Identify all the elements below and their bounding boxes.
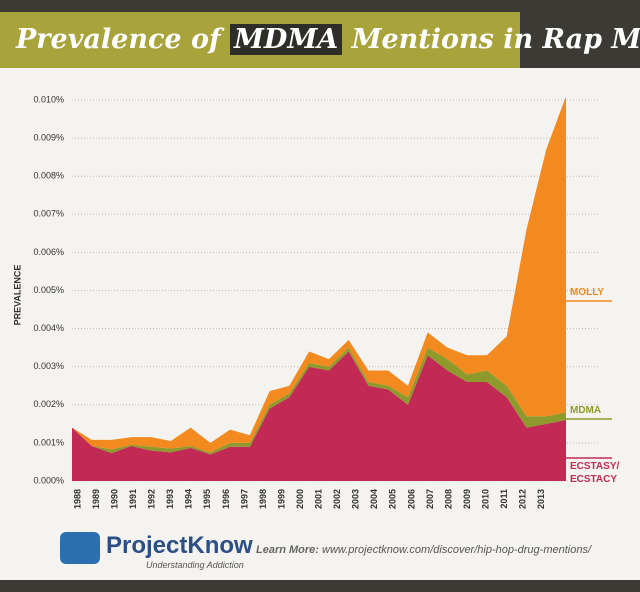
x-tick-label: 1991 (128, 489, 138, 509)
x-tick-label: 1998 (258, 489, 268, 509)
x-tick-label: 1999 (276, 489, 286, 509)
x-tick-label: 2010 (480, 489, 490, 509)
legend-label: ECSTASY/ ECSTACY (570, 461, 620, 485)
x-tick-label: 2011 (499, 489, 509, 509)
title-text: Mentions in Rap Music (351, 24, 640, 55)
y-tick-label: 0.007% (33, 209, 64, 219)
x-tick-label: 1997 (239, 489, 249, 509)
x-tick-label: 1989 (91, 489, 101, 509)
y-tick-label: 0.008% (33, 171, 64, 181)
title: Prevalence of MDMA Mentions in Rap Music (0, 12, 640, 68)
x-tick-label: 1994 (184, 489, 194, 509)
tagline: Understanding Addiction (146, 560, 244, 570)
header-side (520, 12, 640, 68)
y-tick-label: 0.009% (33, 132, 64, 142)
x-tick-label: 1993 (165, 489, 175, 509)
title-text: Prevalence of (16, 24, 221, 55)
learn-more: Learn More: (256, 544, 319, 556)
y-tick-label: 0.006% (33, 247, 64, 257)
x-tick-label: 1992 (147, 489, 157, 509)
top-strip (0, 0, 640, 12)
x-tick-label: 1996 (221, 489, 231, 509)
x-tick-label: 2001 (314, 489, 324, 509)
x-tick-label: 2012 (518, 489, 528, 509)
brand: ProjectKnow (106, 532, 253, 559)
x-tick-label: 1995 (202, 489, 212, 509)
y-tick-label: 0.001% (33, 437, 64, 447)
x-tick-label: 2003 (351, 489, 361, 509)
logo-icon (60, 532, 100, 564)
chart: PREVALENCE 0.000% 0.001% 0.002% 0.003% 0.004… (12, 94, 612, 509)
url: www.projectknow.com/discover/hip-hop-dru… (322, 544, 592, 556)
x-tick-label: 1988 (72, 489, 82, 509)
y-tick-label: 0.003% (33, 361, 64, 371)
legend-label: MOLLY (570, 287, 605, 298)
x-tick-label: 1990 (109, 489, 119, 509)
area (72, 351, 566, 481)
x-tick-label: 2006 (406, 489, 416, 509)
x-tick-label: 2008 (443, 489, 453, 509)
y-tick-label: 0.000% (33, 475, 64, 485)
x-tick-label: 2005 (388, 489, 398, 509)
y-tick-label: 0.004% (33, 323, 64, 333)
bottom-strip (0, 580, 640, 592)
legend-label: MDMA (570, 405, 602, 416)
y-tick-label: 0.005% (33, 285, 64, 295)
title-highlight: MDMA (230, 24, 343, 55)
y-tick-label: 0.010% (33, 94, 64, 104)
y-tick-label: 0.002% (33, 399, 64, 409)
x-tick-label: 2007 (425, 489, 435, 509)
x-tick-label: 2013 (536, 489, 546, 509)
x-tick-label: 2004 (369, 489, 379, 509)
x-tick-label: 2002 (332, 489, 342, 509)
x-tick-label: 2000 (295, 489, 305, 509)
x-tick-label: 2009 (462, 489, 472, 509)
y-axis-label: PREVALENCE (12, 265, 22, 326)
